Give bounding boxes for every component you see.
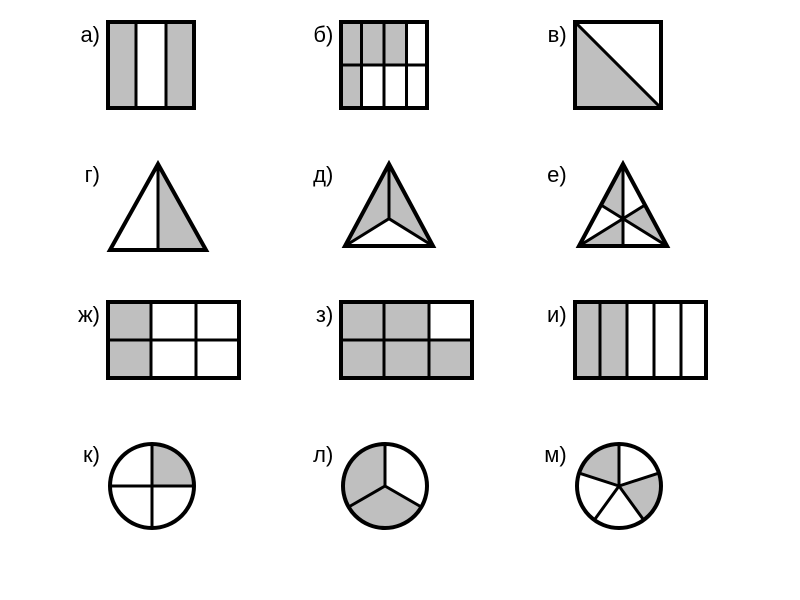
label-d: д) <box>299 162 333 188</box>
shape-zh <box>106 300 241 380</box>
shape-z <box>339 300 474 380</box>
cell-d: д) <box>303 160 496 280</box>
shape-k <box>106 440 198 532</box>
shape-g <box>106 160 210 254</box>
label-e: е) <box>533 162 567 188</box>
label-z: з) <box>299 302 333 328</box>
cell-a: а) <box>70 20 263 140</box>
cell-zh: ж) <box>70 300 263 420</box>
cell-l: л) <box>303 440 496 560</box>
label-i: и) <box>533 302 567 328</box>
cell-z: з) <box>303 300 496 420</box>
label-zh: ж) <box>66 302 100 328</box>
shape-a <box>106 20 196 110</box>
cell-e: е) <box>537 160 730 280</box>
shape-d <box>339 160 439 250</box>
cell-k: к) <box>70 440 263 560</box>
diagram-grid: а) б) <box>70 20 730 560</box>
cell-v: в) <box>537 20 730 140</box>
shape-l <box>339 440 431 532</box>
label-g: г) <box>66 162 100 188</box>
shape-m <box>573 440 665 532</box>
label-l: л) <box>299 442 333 468</box>
shape-b <box>339 20 429 110</box>
label-m: м) <box>533 442 567 468</box>
page: а) б) <box>0 0 800 600</box>
label-a: а) <box>66 22 100 48</box>
cell-b: б) <box>303 20 496 140</box>
cell-m: м) <box>537 440 730 560</box>
shape-v <box>573 20 663 110</box>
shape-e <box>573 160 673 250</box>
cell-g: г) <box>70 160 263 280</box>
cell-i: и) <box>537 300 730 420</box>
label-v: в) <box>533 22 567 48</box>
shape-i <box>573 300 708 380</box>
label-k: к) <box>66 442 100 468</box>
label-b: б) <box>299 22 333 48</box>
